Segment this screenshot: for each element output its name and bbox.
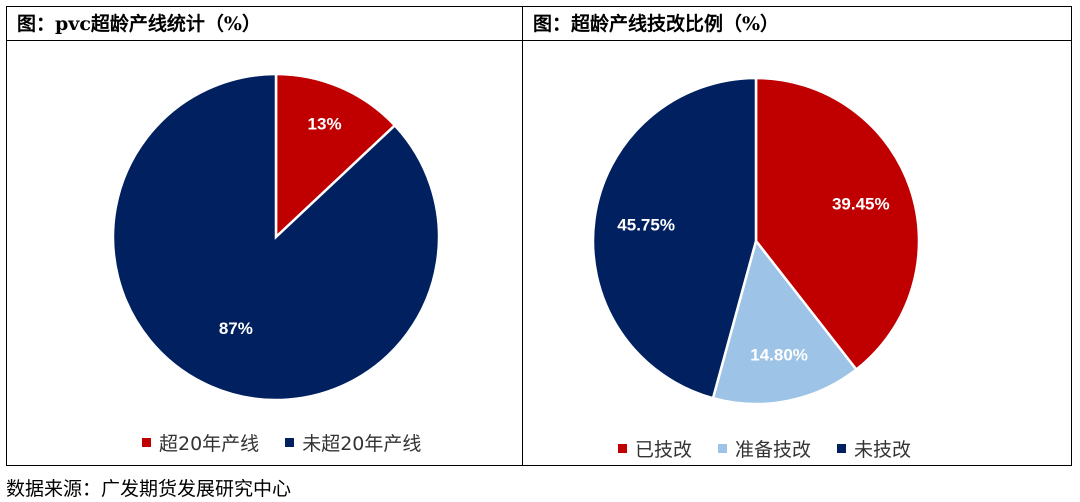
data-label-1-0: 39.45% [832, 194, 890, 213]
legend-swatch [285, 438, 295, 447]
data-label-1-1: 14.80% [750, 346, 808, 365]
data-label-1-2: 45.75% [617, 216, 675, 235]
legend-item-1-2: 未技改 [837, 435, 911, 462]
legend-label: 已技改 [635, 439, 693, 461]
legend-swatch [837, 444, 847, 453]
legend-label: 超20年产线 [159, 433, 260, 455]
legend-item-1-1: 准备技改 [718, 435, 811, 462]
legend-swatch [142, 438, 151, 447]
figure-frame: 图：pvc超龄产线统计（%） 13% 87% 超20年产线 未超20年产线 图：超龄… [6, 6, 1072, 466]
pie-slice-0-0 [274, 72, 397, 240]
pie-slice-1-1 [711, 238, 859, 406]
pie-slice-1-2 [591, 76, 758, 400]
data-label-0-1: 87% [219, 319, 253, 338]
right-chart-panel: 图：超龄产线技改比例（%） 39.45% 14.80% 45.75% 已技改 准备技改… [523, 7, 1071, 465]
pie-chart-aging-lines: 13% 87% [111, 72, 441, 402]
left-chart-panel: 图：pvc超龄产线统计（%） 13% 87% 超20年产线 未超20年产线 [7, 7, 523, 465]
legend-label: 未技改 [854, 439, 912, 461]
pie-chart-retrofit-ratio: 39.45% 14.80% 45.75% [591, 76, 921, 406]
pie-slice-0-1 [111, 72, 441, 402]
source-note: 数据来源：广发期货发展研究中心 [6, 478, 292, 500]
legend-swatch [618, 444, 627, 453]
left-chart-legend: 超20年产线 未超20年产线 [142, 429, 421, 456]
legend-label: 未超20年产线 [302, 433, 422, 455]
right-chart-title: 图：超龄产线技改比例（%） [523, 7, 1071, 41]
left-chart-title: 图：pvc超龄产线统计（%） [7, 7, 522, 41]
legend-item-0-0: 超20年产线 [142, 429, 259, 456]
legend-label: 准备技改 [735, 439, 812, 461]
legend-item-1-0: 已技改 [618, 435, 692, 462]
data-label-0-0: 13% [308, 114, 342, 133]
pie-slice-1-0 [754, 76, 921, 372]
legend-item-0-1: 未超20年产线 [285, 429, 421, 456]
right-chart-legend: 已技改 准备技改 未技改 [618, 435, 911, 462]
legend-swatch [718, 444, 728, 453]
